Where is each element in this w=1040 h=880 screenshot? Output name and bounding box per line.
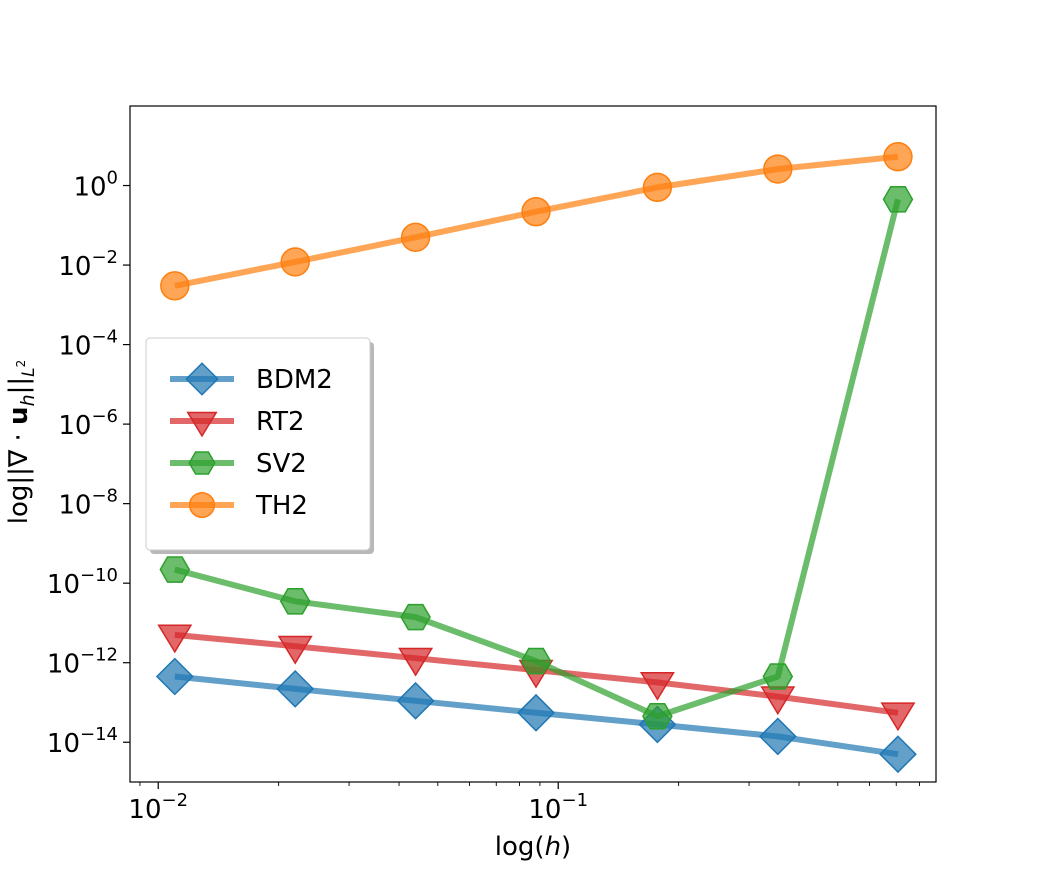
svg-text:log||∇ · uh||L2: log||∇ · uh||L2 — [4, 360, 39, 525]
legend-item-th2: TH2 — [170, 491, 308, 521]
data-point — [882, 186, 914, 213]
data-point — [159, 556, 191, 583]
data-point — [398, 647, 434, 677]
series-th2 — [160, 142, 913, 301]
data-point — [155, 657, 194, 696]
legend-label: SV2 — [256, 449, 307, 479]
data-point — [763, 154, 793, 184]
data-point — [277, 635, 313, 665]
legend-marker — [185, 362, 219, 396]
legend: BDM2 RT2 SV2 TH2 — [145, 337, 374, 554]
data-point — [517, 693, 555, 732]
axis-ticks: 10−2 10−1 100 10−2 10−4 10−6 10−8 10−10 10−12 10−… — [47, 168, 920, 825]
data-point — [642, 702, 673, 730]
y-tick-label: 10−14 — [47, 724, 118, 759]
legend-marker — [186, 411, 218, 438]
y-axis-label: log||∇ · uh||L2 — [4, 360, 39, 525]
data-point — [400, 603, 431, 631]
legend-label: RT2 — [256, 407, 305, 437]
legend-item-rt2: RT2 — [170, 407, 305, 438]
legend-label: TH2 — [255, 491, 308, 521]
legend-marker — [188, 491, 216, 519]
data-point — [520, 647, 552, 675]
legend-marker — [188, 451, 216, 475]
data-point — [758, 717, 797, 756]
y-tick-label: 10−2 — [58, 247, 118, 282]
y-tick-label: 10−10 — [47, 565, 118, 600]
data-point — [521, 196, 551, 227]
data-point — [642, 172, 673, 203]
series-layer — [155, 142, 917, 774]
y-tick-label: 10−8 — [58, 486, 118, 521]
data-point — [400, 222, 431, 252]
data-point — [280, 247, 310, 277]
y-tick-label: 10−4 — [58, 327, 118, 362]
legend-label: BDM2 — [256, 365, 333, 395]
data-point — [639, 671, 675, 701]
data-point — [396, 681, 435, 720]
y-tick-label: 10−12 — [47, 645, 118, 680]
data-point — [276, 669, 315, 708]
series-bdm2 — [155, 657, 917, 774]
data-point — [160, 271, 190, 301]
legend-item-sv2: SV2 — [170, 449, 307, 479]
plot-frame — [129, 105, 937, 783]
x-tick-label: 10−1 — [528, 790, 588, 825]
data-point — [883, 142, 913, 172]
data-point — [279, 588, 311, 615]
data-point — [157, 624, 193, 654]
y-tick-label: 10−6 — [58, 406, 118, 441]
x-tick-label: 10−2 — [128, 790, 188, 825]
data-point — [880, 702, 916, 732]
y-tick-label: 100 — [73, 168, 118, 203]
x-axis-label: log(h) — [495, 832, 571, 862]
legend-item-bdm2: BDM2 — [170, 362, 333, 396]
data-point — [879, 735, 917, 774]
series-sv2 — [159, 186, 914, 730]
data-point — [762, 663, 794, 690]
